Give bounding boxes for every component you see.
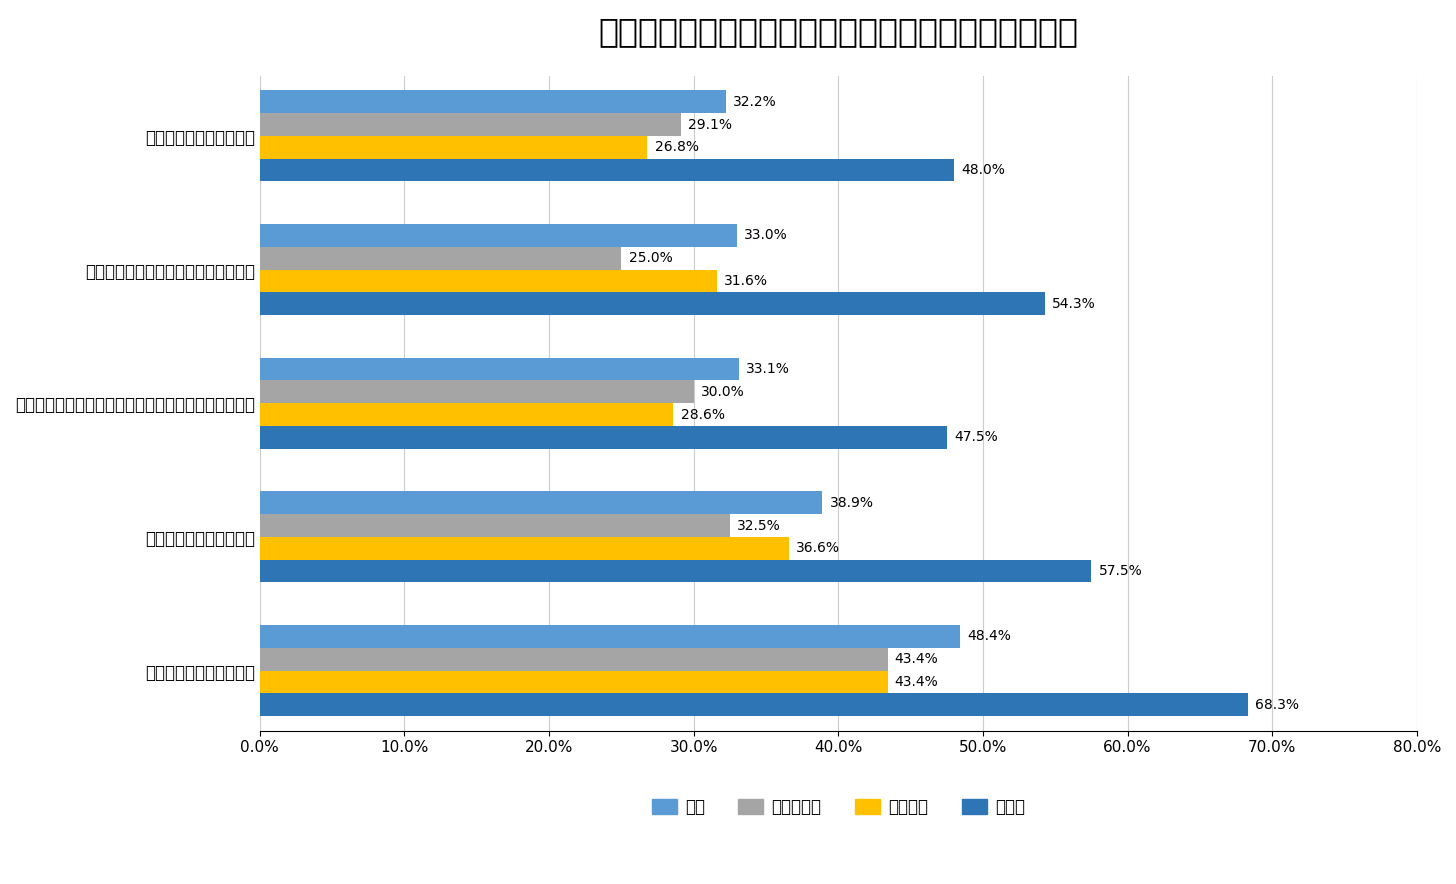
Bar <box>259 380 693 403</box>
Bar <box>259 358 738 380</box>
Text: 36.6%: 36.6% <box>796 541 840 555</box>
Bar <box>259 693 1248 716</box>
Text: 47.5%: 47.5% <box>954 431 997 445</box>
Bar <box>259 158 954 181</box>
Bar <box>259 648 888 671</box>
Text: 26.8%: 26.8% <box>655 141 699 154</box>
Bar <box>259 270 716 293</box>
Text: 38.9%: 38.9% <box>830 496 874 510</box>
Bar <box>259 136 648 158</box>
Text: 29.1%: 29.1% <box>687 118 732 132</box>
Bar <box>259 492 823 514</box>
Bar <box>259 90 725 113</box>
Text: 31.6%: 31.6% <box>724 274 769 288</box>
Text: 32.2%: 32.2% <box>732 95 776 109</box>
Legend: 全体, その他企業, 中堅企業, 大企業: 全体, その他企業, 中堅企業, 大企業 <box>645 791 1032 823</box>
Bar <box>259 224 737 247</box>
Text: 25.0%: 25.0% <box>629 251 673 265</box>
Bar <box>259 560 1092 583</box>
Bar <box>259 514 729 537</box>
Bar <box>259 403 674 426</box>
Text: 48.0%: 48.0% <box>961 163 1005 177</box>
Bar <box>259 426 946 449</box>
Text: 43.4%: 43.4% <box>895 652 939 667</box>
Text: 43.4%: 43.4% <box>895 674 939 689</box>
Text: 33.1%: 33.1% <box>745 362 789 376</box>
Bar <box>259 247 622 270</box>
Text: 30.0%: 30.0% <box>700 385 744 399</box>
Bar <box>259 671 888 693</box>
Text: 33.0%: 33.0% <box>744 228 788 242</box>
Text: 54.3%: 54.3% <box>1053 297 1096 310</box>
Text: 28.6%: 28.6% <box>681 408 725 422</box>
Text: 32.5%: 32.5% <box>737 519 780 532</box>
Bar <box>259 537 789 560</box>
Title: 企業が被災後も継続実施する・新規実施した取り組み: 企業が被災後も継続実施する・新規実施した取り組み <box>598 15 1079 48</box>
Bar <box>259 293 1045 315</box>
Text: 48.4%: 48.4% <box>967 629 1010 644</box>
Text: 57.5%: 57.5% <box>1099 564 1143 578</box>
Bar <box>259 113 681 136</box>
Text: 68.3%: 68.3% <box>1255 697 1299 712</box>
Bar <box>259 625 960 648</box>
